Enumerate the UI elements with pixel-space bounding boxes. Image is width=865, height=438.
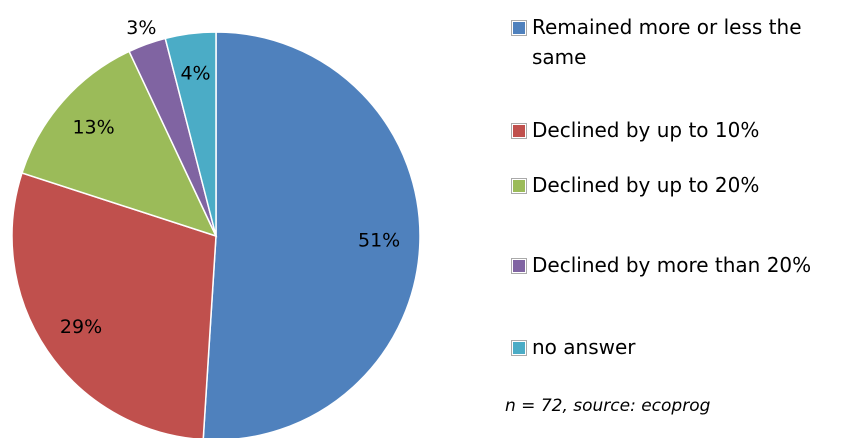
legend-label: no answer xyxy=(532,335,636,359)
legend-swatch xyxy=(512,259,526,273)
legend-item: Declined by up to 10% xyxy=(512,115,857,145)
legend-label: Declined by more than 20% xyxy=(532,253,812,277)
data-label: 51% xyxy=(358,230,400,252)
data-label: 13% xyxy=(72,117,114,139)
source-note: n = 72, source: ecoprog xyxy=(505,396,711,416)
data-label: 29% xyxy=(60,316,102,338)
legend-label: Remained more or less the same xyxy=(532,15,802,69)
legend-swatch xyxy=(512,124,526,138)
pie-slice xyxy=(202,31,421,438)
legend-label: Declined by up to 10% xyxy=(532,118,760,142)
legend-item: Declined by more than 20% xyxy=(512,250,857,280)
legend-item: Declined by up to 20% xyxy=(512,170,857,200)
pie-slice xyxy=(164,31,217,237)
legend-swatch xyxy=(512,21,526,35)
legend-swatch xyxy=(512,179,526,193)
legend-label: Declined by up to 20% xyxy=(532,173,760,197)
legend-item: no answer xyxy=(512,332,857,362)
pie-slice xyxy=(11,172,217,438)
pie-slice xyxy=(21,50,218,238)
legend-swatch xyxy=(512,341,526,355)
data-label: 4% xyxy=(180,63,210,85)
legend-item: Remained more or less the same xyxy=(512,12,857,72)
data-label: 3% xyxy=(126,17,156,39)
